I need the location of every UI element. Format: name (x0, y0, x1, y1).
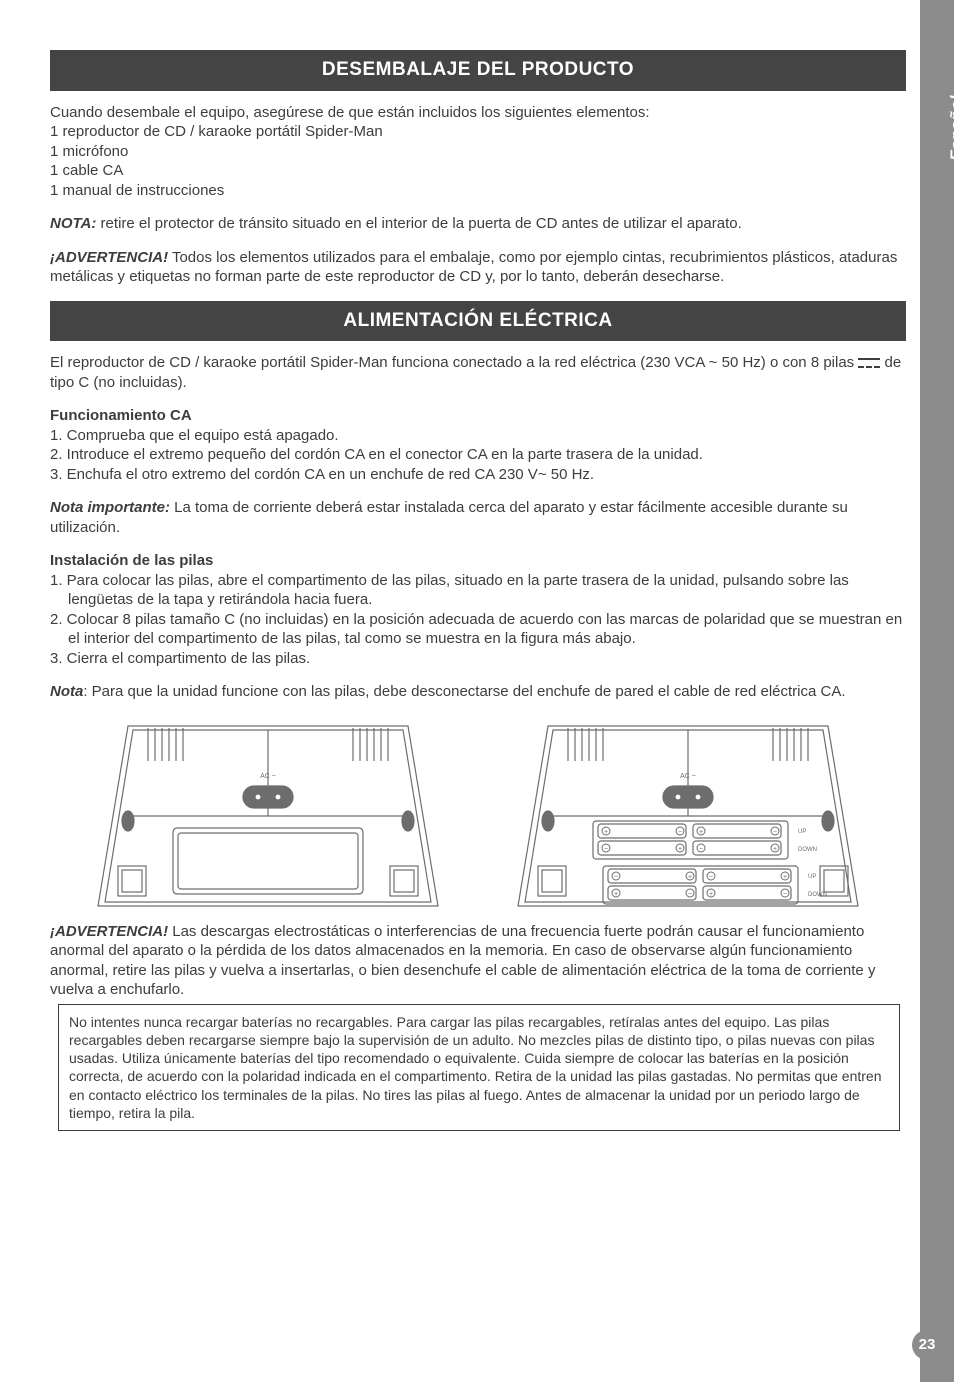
nota-importante-paragraph: Nota importante: La toma de corriente de… (50, 498, 906, 537)
nota-importante-text: La toma de corriente deberá estar instal… (50, 499, 848, 536)
language-side-tab: Español (920, 0, 954, 1382)
ca-step: 3. Enchufa el otro extremo del cordón CA… (50, 465, 906, 485)
battery-dir-label: UP (798, 829, 806, 835)
svg-text:+: + (604, 829, 608, 836)
svg-text:−: − (773, 829, 777, 836)
pilas-step: 1. Para colocar las pilas, abre el compa… (50, 571, 906, 610)
dc-symbol-icon (858, 358, 880, 368)
nota2-label: Nota (50, 683, 83, 700)
svg-text:+: + (614, 891, 618, 898)
battery-dir-label: DOWN (808, 892, 827, 898)
nota-text: retire el protector de tránsito situado … (96, 215, 741, 232)
nota-label: NOTA: (50, 215, 96, 232)
svg-text:+: + (699, 829, 703, 836)
nota-importante-label: Nota importante: (50, 499, 170, 516)
advertencia2-text: Las descargas electrostáticas o interfer… (50, 923, 875, 999)
ca-heading: Funcionamiento CA (50, 407, 192, 424)
pilas-heading: Instalación de las pilas (50, 552, 213, 569)
battery-warning-box: No intentes nunca recargar baterías no r… (58, 1004, 900, 1131)
package-item: 1 manual de instrucciones (50, 181, 906, 201)
intro-text: Cuando desembale el equipo, asegúrese de… (50, 104, 650, 121)
figures-row: AC ~ (50, 716, 906, 916)
nota2-text: : Para que la unidad funcione con las pi… (83, 683, 845, 700)
advertencia-label: ¡ADVERTENCIA! (50, 249, 168, 266)
battery-warning-text: No intentes nunca recargar baterías no r… (69, 1014, 881, 1121)
svg-text:−: − (614, 874, 618, 881)
svg-text:+: + (783, 874, 787, 881)
svg-text:−: − (688, 891, 692, 898)
language-label: Español (948, 95, 954, 161)
page-number: 23 (912, 1330, 942, 1360)
section-header-desembalaje: DESEMBALAJE DEL PRODUCTO (50, 50, 906, 91)
package-item: 1 micrófono (50, 142, 906, 162)
battery-dir-label: UP (808, 874, 816, 880)
pilas-step: 2. Colocar 8 pilas tamaño C (no incluida… (50, 610, 906, 649)
unpacking-intro: Cuando desembale el equipo, asegúrese de… (50, 103, 906, 201)
pilas-section: Instalación de las pilas 1. Para colocar… (50, 551, 906, 668)
svg-text:+: + (678, 846, 682, 853)
svg-text:−: − (709, 874, 713, 881)
advertencia-text: Todos los elementos utilizados para el e… (50, 249, 897, 286)
svg-text:−: − (699, 846, 703, 853)
battery-dir-label: DOWN (798, 847, 817, 853)
ca-section: Funcionamiento CA 1. Comprueba que el eq… (50, 406, 906, 484)
nota2-paragraph: Nota: Para que la unidad funcione con la… (50, 682, 906, 702)
svg-text:−: − (678, 829, 682, 836)
advertencia2-paragraph: ¡ADVERTENCIA! Las descargas electrostáti… (50, 922, 906, 1000)
pilas-step: 3. Cierra el compartimento de las pilas. (50, 649, 906, 669)
nota-paragraph: NOTA: retire el protector de tránsito si… (50, 214, 906, 234)
svg-text:+: + (773, 846, 777, 853)
ca-step: 2. Introduce el extremo pequeño del cord… (50, 445, 906, 465)
svg-text:+: + (688, 874, 692, 881)
svg-text:−: − (783, 891, 787, 898)
advertencia2-label: ¡ADVERTENCIA! (50, 923, 168, 940)
section-header-alimentacion: ALIMENTACIÓN ELÉCTRICA (50, 301, 906, 342)
power-intro: El reproductor de CD / karaoke portátil … (50, 353, 906, 392)
svg-text:−: − (604, 846, 608, 853)
advertencia-paragraph: ¡ADVERTENCIA! Todos los elementos utiliz… (50, 248, 906, 287)
product-back-open-figure: AC ~ + − (498, 716, 878, 916)
package-item: 1 cable CA (50, 161, 906, 181)
power-intro-a: El reproductor de CD / karaoke portátil … (50, 354, 858, 371)
ca-step: 1. Comprueba que el equipo está apagado. (50, 426, 906, 446)
package-item: 1 reproductor de CD / karaoke portátil S… (50, 122, 906, 142)
svg-text:+: + (709, 891, 713, 898)
product-back-closed-figure: AC ~ (78, 716, 458, 916)
